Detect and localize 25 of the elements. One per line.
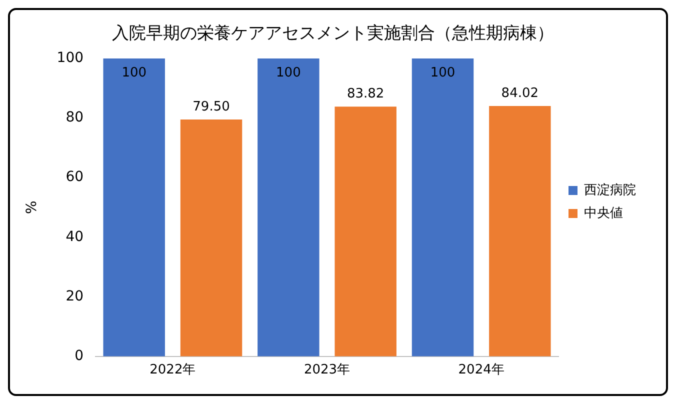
bar bbox=[258, 58, 320, 356]
data-label: 83.82 bbox=[346, 86, 384, 102]
bar bbox=[334, 106, 396, 356]
x-tick-label: 2023年 bbox=[304, 362, 350, 378]
data-label: 100 bbox=[276, 65, 301, 80]
legend-label: 西淀病院 bbox=[584, 182, 636, 198]
legend-label: 中央値 bbox=[584, 206, 623, 221]
bar bbox=[103, 58, 165, 356]
x-tick-label: 2022年 bbox=[150, 362, 196, 378]
data-label: 84.02 bbox=[501, 86, 539, 101]
y-tick-label: 80 bbox=[66, 110, 84, 126]
y-tick-label: 20 bbox=[66, 288, 84, 304]
y-axis-title: % bbox=[24, 200, 40, 214]
data-label: 100 bbox=[122, 65, 147, 80]
chart-title: 入院早期の栄養ケアアセスメント実施割合（急性期病棟） bbox=[112, 24, 554, 44]
bar bbox=[489, 106, 551, 356]
y-tick-label: 100 bbox=[56, 50, 84, 66]
y-tick-label: 0 bbox=[74, 348, 84, 364]
bar bbox=[180, 119, 242, 356]
data-label: 79.50 bbox=[192, 99, 230, 114]
data-label: 100 bbox=[430, 65, 456, 80]
y-tick-label: 60 bbox=[66, 169, 84, 186]
y-tick-label: 40 bbox=[66, 228, 84, 245]
x-tick-label: 2024年 bbox=[458, 362, 504, 378]
bar bbox=[412, 58, 474, 356]
